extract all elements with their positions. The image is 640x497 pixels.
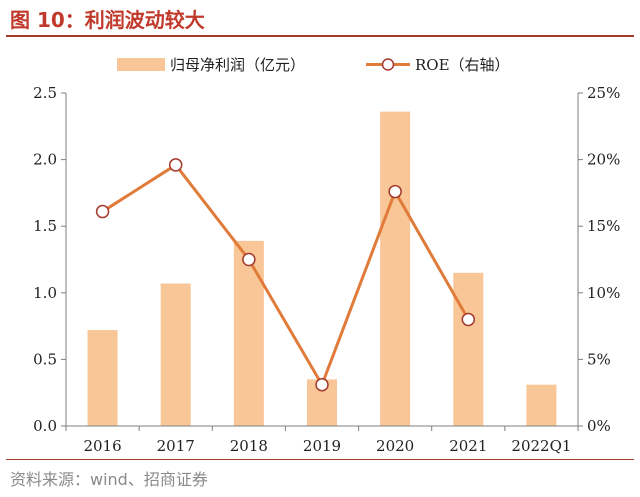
left-tick-label: 0.5 bbox=[33, 350, 57, 368]
left-tick-label: 1.0 bbox=[33, 284, 57, 302]
roe-point bbox=[95, 204, 110, 219]
left-tick-label: 0.0 bbox=[33, 417, 57, 435]
line-series bbox=[95, 158, 476, 392]
x-tick-label: 2020 bbox=[376, 437, 414, 455]
x-tick-label: 2016 bbox=[83, 437, 121, 455]
roe-line bbox=[101, 163, 470, 387]
roe-point bbox=[315, 377, 329, 392]
x-axis: 2016 2017 2018 2019 2020 2021 2022Q1 bbox=[65, 425, 579, 455]
right-tick-label: 25% bbox=[587, 84, 620, 102]
legend-line-marker bbox=[381, 58, 395, 71]
roe-point bbox=[242, 252, 256, 267]
right-tick-label: 20% bbox=[587, 151, 620, 169]
bar bbox=[233, 240, 264, 426]
x-tick-label: 2022Q1 bbox=[511, 437, 571, 455]
left-tick-label: 1.5 bbox=[33, 217, 57, 235]
right-tick-label: 0% bbox=[587, 417, 611, 435]
bar bbox=[453, 272, 484, 426]
bar bbox=[526, 384, 557, 426]
right-tick-label: 15% bbox=[587, 217, 620, 235]
bar bbox=[160, 283, 191, 426]
legend-line-label: ROE（右轴） bbox=[415, 56, 510, 74]
source-note: 资料来源：wind、招商证券 bbox=[10, 470, 208, 489]
bar bbox=[380, 111, 411, 426]
left-tick-label: 2.5 bbox=[33, 84, 57, 102]
right-tick-label: 5% bbox=[587, 350, 611, 368]
legend-bar-swatch bbox=[117, 58, 165, 71]
title-divider bbox=[6, 35, 634, 37]
source-divider bbox=[6, 459, 634, 460]
x-tick-label: 2021 bbox=[449, 437, 487, 455]
x-tick-label: 2017 bbox=[157, 437, 195, 455]
legend: 归母净利润（亿元） ROE（右轴） bbox=[117, 56, 510, 74]
roe-point bbox=[461, 312, 476, 327]
legend-bar-label: 归母净利润（亿元） bbox=[170, 56, 305, 74]
roe-point bbox=[388, 184, 402, 199]
right-tick-label: 10% bbox=[587, 284, 620, 302]
roe-point bbox=[168, 158, 183, 172]
x-tick-label: 2019 bbox=[303, 437, 341, 455]
bar-series bbox=[87, 111, 557, 426]
left-tick-label: 2.0 bbox=[33, 151, 57, 169]
figure-title: 图 10：利润波动较大 bbox=[10, 8, 205, 32]
left-axis: 0.0 0.5 1.0 1.5 2.0 2.5 bbox=[33, 84, 67, 435]
x-tick-label: 2018 bbox=[230, 437, 268, 455]
bar bbox=[87, 330, 118, 426]
right-axis: 0% 5% 10% 15% 20% 25% bbox=[577, 84, 620, 435]
